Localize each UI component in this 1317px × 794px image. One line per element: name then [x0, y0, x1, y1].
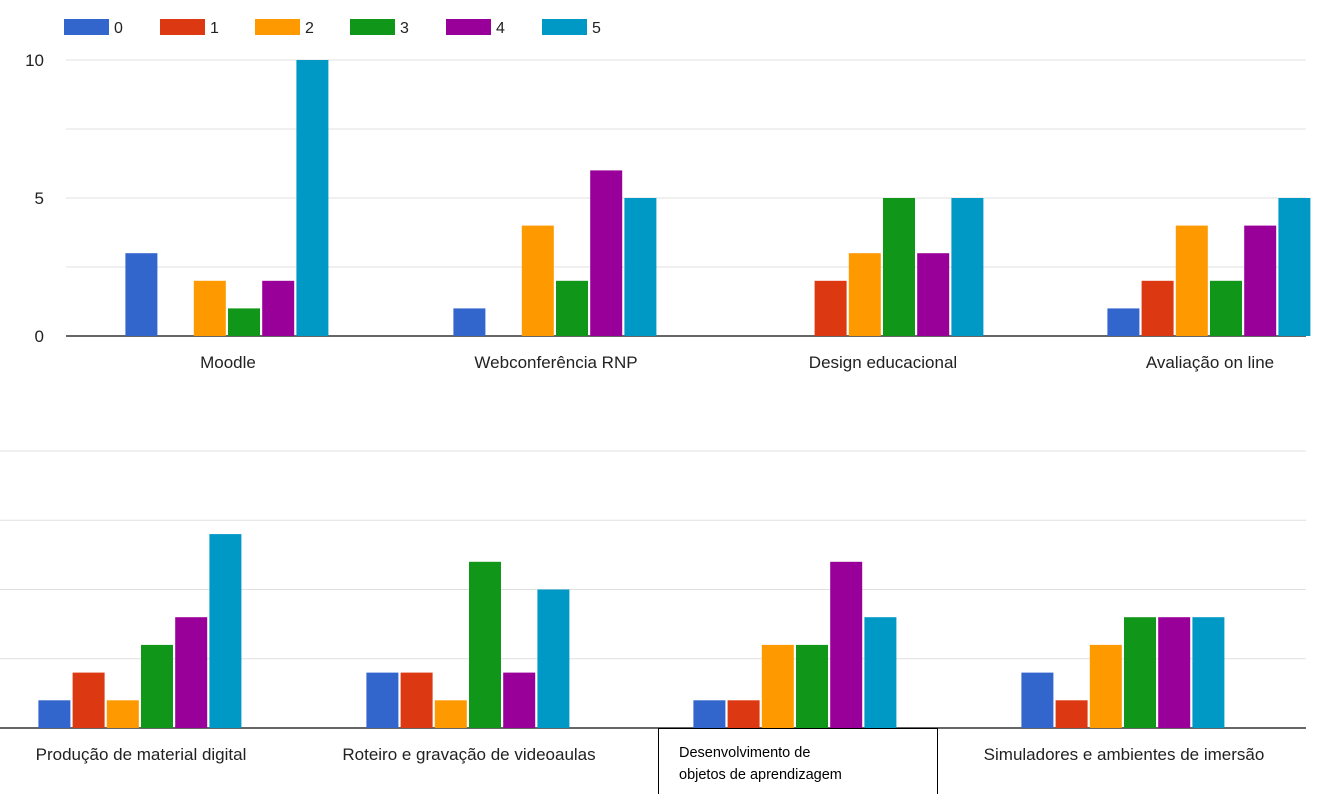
- bar: [1192, 617, 1225, 728]
- bar: [453, 308, 486, 336]
- category-label: Webconferência RNP: [474, 353, 637, 372]
- bar: [864, 617, 897, 728]
- bar: [1278, 198, 1311, 336]
- bar: [556, 280, 588, 336]
- bar: [883, 198, 915, 336]
- category-label: Roteiro e gravação de videoaulas: [342, 745, 595, 764]
- bar: [175, 617, 208, 728]
- legend-swatch-1: [160, 19, 205, 35]
- legend-swatch-5: [542, 19, 587, 35]
- legend-label-5: 5: [592, 20, 601, 37]
- bar: [262, 280, 295, 336]
- bar: [1244, 225, 1277, 336]
- bar: [830, 561, 863, 728]
- category-label: Simuladores e ambientes de imersão: [984, 745, 1265, 764]
- bar: [814, 280, 847, 336]
- legend-swatch-4: [446, 19, 491, 35]
- bar: [917, 253, 950, 336]
- legend-swatch-2: [255, 19, 300, 35]
- bar: [434, 700, 467, 728]
- bar: [296, 60, 329, 336]
- y-tick-label: 10: [25, 51, 44, 70]
- category-label: Design educacional: [809, 353, 957, 372]
- legend-label-1: 1: [210, 20, 219, 37]
- legend-swatch-3: [350, 19, 395, 35]
- bar: [1055, 700, 1088, 728]
- bar: [1175, 225, 1208, 336]
- bar: [228, 308, 260, 336]
- bar: [1141, 280, 1174, 336]
- chart-1-bars: [125, 60, 1311, 336]
- highlighted-category-label: Desenvolvimento de objetos de aprendizag…: [679, 742, 842, 786]
- bar: [400, 672, 433, 728]
- bar: [1158, 617, 1191, 728]
- chart-2-bars: [38, 534, 1225, 728]
- bar: [537, 589, 570, 728]
- legend-label-2: 2: [305, 20, 314, 37]
- bar: [1210, 280, 1242, 336]
- bar: [951, 198, 984, 336]
- legend-label-0: 0: [114, 20, 123, 37]
- bar: [106, 700, 139, 728]
- bar: [141, 644, 173, 728]
- bar: [209, 534, 242, 728]
- bar: [521, 225, 554, 336]
- bar: [590, 170, 623, 336]
- highlighted-category-label-line-2: objetos de aprendizagem: [679, 767, 842, 783]
- highlighted-category-label-box: Desenvolvimento de objetos de aprendizag…: [658, 728, 938, 794]
- y-tick-label: 0: [35, 327, 44, 346]
- chart-2-category-labels: Produção de material digital Roteiro e gr…: [36, 745, 1265, 764]
- bar: [72, 672, 105, 728]
- chart-1-gridlines: [66, 59, 1306, 337]
- bar: [366, 672, 399, 728]
- bar: [1021, 672, 1054, 728]
- bar: [848, 253, 881, 336]
- bar: [1107, 308, 1140, 336]
- legend-swatch-0: [64, 19, 109, 35]
- bar: [761, 644, 794, 728]
- bar: [38, 700, 71, 728]
- bar: [125, 253, 158, 336]
- bar: [727, 700, 760, 728]
- bar: [469, 561, 501, 728]
- category-label: Produção de material digital: [36, 745, 247, 764]
- bar: [693, 700, 726, 728]
- bar: [796, 644, 828, 728]
- bar: [193, 280, 226, 336]
- chart-1-category-labels: Moodle Webconferência RNP Design educacion…: [200, 353, 1274, 372]
- category-label: Avaliação on line: [1146, 353, 1274, 372]
- legend-label-3: 3: [400, 20, 409, 37]
- category-label: Moodle: [200, 353, 256, 372]
- bar: [1124, 617, 1156, 728]
- legend-label-4: 4: [496, 20, 505, 37]
- highlighted-category-label-line-1: Desenvolvimento de: [679, 745, 811, 761]
- legend: 0 1 2 3 4 5: [64, 19, 601, 37]
- chart-1-y-tick-labels: 0 5 10: [25, 51, 44, 346]
- bar: [1089, 644, 1122, 728]
- y-tick-label: 5: [35, 189, 44, 208]
- bar: [503, 672, 536, 728]
- bar: [624, 198, 657, 336]
